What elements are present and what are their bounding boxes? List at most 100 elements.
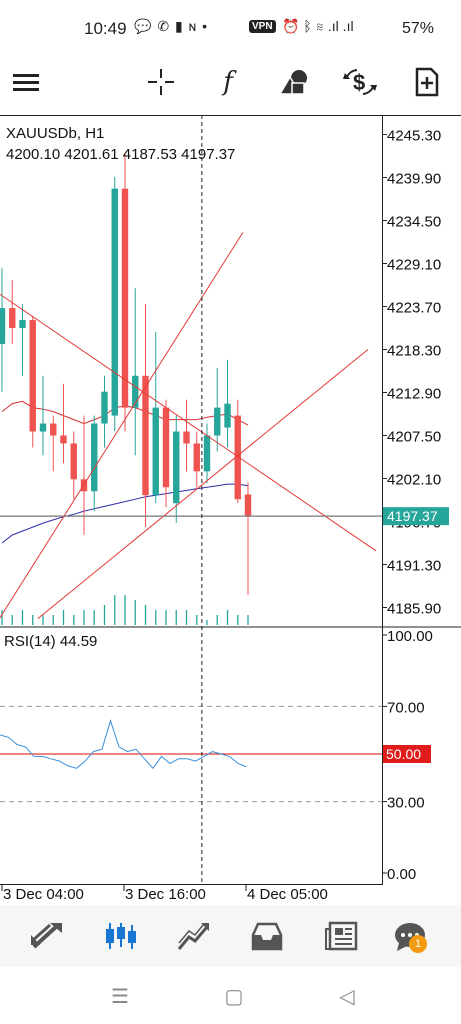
candle-bear bbox=[142, 375, 149, 496]
time-ticks: 3 Dec 04:00 3 Dec 16:00 4 Dec 05:00 bbox=[1, 885, 328, 903]
candle-bull bbox=[152, 407, 159, 496]
rsi-tick-label: 70.00 bbox=[387, 699, 425, 716]
candle-bear bbox=[29, 320, 36, 432]
candle-bull bbox=[214, 407, 221, 436]
candle-bear bbox=[50, 423, 57, 436]
candle-bull bbox=[39, 423, 47, 432]
objects-button[interactable] bbox=[274, 62, 314, 102]
current-price-box bbox=[383, 507, 449, 526]
menu-icon bbox=[13, 74, 39, 91]
price-chart[interactable]: 4245.30 4239.90 4234.50 4229.10 4223.70 4218.… bbox=[0, 115, 461, 905]
recents-button[interactable]: ☰ bbox=[105, 981, 135, 1011]
rsi-tick-label: 100.00 bbox=[387, 628, 433, 645]
candle-bull bbox=[224, 403, 231, 428]
candle-bull bbox=[132, 375, 139, 408]
back-button[interactable]: ◁ bbox=[332, 981, 362, 1011]
new-order-button[interactable] bbox=[407, 62, 447, 102]
trendline[interactable] bbox=[37, 349, 369, 620]
nav-chart[interactable] bbox=[96, 911, 146, 961]
price-tick-label: 4245.30 bbox=[387, 128, 441, 145]
messages-badge: 1 bbox=[409, 935, 427, 953]
candle-bull bbox=[111, 188, 118, 416]
price-tick-label: 4229.10 bbox=[387, 257, 441, 274]
back-icon: ◁ bbox=[339, 985, 355, 1008]
history-icon bbox=[251, 922, 283, 951]
price-tick-label: 4239.90 bbox=[387, 171, 441, 188]
svg-text:$: $ bbox=[353, 70, 365, 95]
rsi-ticks: 100.00 70.00 30.00 0.00 bbox=[382, 628, 433, 883]
status-time: 10:49 bbox=[84, 19, 127, 38]
dollar-exchange-icon: $ bbox=[343, 69, 377, 95]
rsi-50-level-label: 50.00 bbox=[386, 746, 421, 762]
crosshair-button[interactable] bbox=[141, 62, 181, 102]
candle-bull bbox=[91, 423, 98, 492]
home-icon: ▢ bbox=[224, 985, 244, 1008]
candle-bear bbox=[60, 435, 67, 444]
rsi-50-level-box bbox=[383, 745, 431, 763]
nav-history[interactable] bbox=[242, 911, 292, 961]
indicators-button[interactable]: f bbox=[208, 62, 248, 102]
trade-button[interactable]: $ bbox=[340, 62, 380, 102]
trade-icon bbox=[177, 923, 209, 950]
ohlc-label: 4200.10 4201.61 4187.53 4197.37 bbox=[6, 146, 235, 163]
rsi-pane bbox=[0, 705, 382, 803]
system-navigation: ☰ ▢ ◁ bbox=[0, 967, 461, 1024]
price-tick-label: 4218.30 bbox=[387, 343, 441, 360]
battery-level: 57% bbox=[402, 20, 435, 37]
chart-toolbar: f $ bbox=[0, 58, 461, 108]
time-tick-label: 4 Dec 05:00 bbox=[247, 886, 328, 903]
trendline[interactable] bbox=[0, 292, 377, 552]
time-tick-label: 3 Dec 04:00 bbox=[3, 886, 84, 903]
candle-bull bbox=[203, 435, 211, 472]
nav-quotes[interactable] bbox=[22, 911, 72, 961]
volume-bars bbox=[1, 595, 249, 625]
time-tick-label: 3 Dec 16:00 bbox=[125, 886, 206, 903]
notification-icons: 💬 ✆ ▮ ɴ • bbox=[134, 18, 209, 34]
crosshair-icon bbox=[148, 69, 174, 95]
price-tick-label: 4234.50 bbox=[387, 214, 441, 231]
home-button[interactable]: ▢ bbox=[219, 981, 249, 1011]
price-tick-label: 4202.10 bbox=[387, 471, 441, 488]
new-file-icon bbox=[415, 67, 439, 97]
vpn-icon: VPN bbox=[249, 20, 276, 33]
candle-bear bbox=[121, 188, 129, 408]
quotes-icon bbox=[31, 923, 62, 949]
price-ticks: 4245.30 4239.90 4234.50 4229.10 4223.70 4218.… bbox=[382, 128, 441, 617]
candle-bull bbox=[173, 431, 180, 504]
price-tick-label: 4212.90 bbox=[387, 385, 441, 402]
recents-icon: ☰ bbox=[111, 985, 129, 1008]
candle-bear bbox=[162, 407, 170, 488]
nav-trade[interactable] bbox=[169, 911, 219, 961]
status-right-icons: ⏰ ᛒ ≋ .ıl .ıl bbox=[282, 18, 354, 34]
candle-bear bbox=[234, 415, 241, 500]
candle-bear bbox=[70, 443, 77, 480]
candle-bear bbox=[9, 308, 16, 329]
rsi-label: RSI(14) 44.59 bbox=[4, 633, 97, 650]
trendline[interactable] bbox=[0, 232, 244, 622]
shapes-icon bbox=[279, 70, 307, 95]
nav-messages[interactable] bbox=[385, 911, 435, 961]
candle-bear bbox=[193, 443, 200, 472]
price-tick-label: 4207.50 bbox=[387, 428, 441, 445]
menu-button[interactable] bbox=[6, 62, 46, 102]
candle-bull bbox=[0, 308, 6, 344]
rsi-line bbox=[0, 719, 247, 770]
news-icon bbox=[325, 921, 358, 951]
symbol-label: XAUUSDb, H1 bbox=[6, 125, 104, 142]
status-bar: 10:49 💬 ✆ ▮ ɴ • VPN ⏰ ᛒ ≋ .ıl .ıl 57% bbox=[0, 0, 461, 58]
ma-blue-line bbox=[1, 483, 249, 544]
nav-news[interactable] bbox=[316, 911, 366, 961]
bottom-navigation bbox=[0, 905, 461, 967]
candle-bull bbox=[101, 391, 108, 424]
candle-bear bbox=[183, 431, 190, 444]
chart-area[interactable]: 4245.30 4239.90 4234.50 4229.10 4223.70 4218.… bbox=[0, 115, 461, 905]
rsi-tick-label: 30.00 bbox=[387, 795, 425, 812]
candle-bull bbox=[19, 320, 26, 329]
price-tick-label: 4185.90 bbox=[387, 600, 441, 617]
function-icon: f bbox=[223, 67, 233, 97]
candle-bear bbox=[244, 494, 252, 516]
current-price-label: 4197.37 bbox=[387, 508, 438, 524]
rsi-tick-label: 0.00 bbox=[387, 866, 416, 883]
price-tick-label: 4191.30 bbox=[387, 557, 441, 574]
candles bbox=[0, 152, 252, 595]
